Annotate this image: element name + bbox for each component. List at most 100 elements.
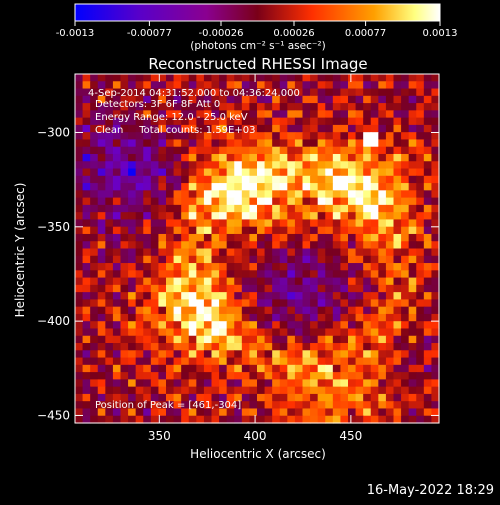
heatmap-cell xyxy=(143,313,152,322)
heatmap-cell xyxy=(317,226,326,235)
heatmap-cell xyxy=(302,95,311,104)
heatmap-cell xyxy=(158,372,167,380)
heatmap-cell xyxy=(196,401,205,410)
heatmap-cell xyxy=(90,219,99,228)
heatmap-cell xyxy=(302,110,311,119)
heatmap-cell xyxy=(294,357,304,366)
heatmap-cell xyxy=(249,139,258,148)
heatmap-cell xyxy=(234,212,243,221)
heatmap-cell xyxy=(332,74,342,82)
heatmap-cell xyxy=(105,124,114,133)
heatmap-cell xyxy=(234,88,243,97)
heatmap-cell xyxy=(105,401,114,410)
heatmap-cell xyxy=(310,401,319,410)
heatmap-cell xyxy=(385,168,395,177)
heatmap-cell xyxy=(249,241,258,250)
heatmap-cell xyxy=(75,132,84,141)
heatmap-cell xyxy=(211,379,220,388)
heatmap-cell xyxy=(234,110,243,119)
heatmap-cell xyxy=(385,306,395,315)
heatmap-cell xyxy=(325,379,334,388)
heatmap-cell xyxy=(332,335,342,344)
heatmap-cell xyxy=(348,299,357,308)
heatmap-cell xyxy=(431,343,440,351)
heatmap-cell xyxy=(340,292,349,300)
heatmap-cell xyxy=(332,103,342,111)
heatmap-cell xyxy=(302,401,311,410)
heatmap-cell xyxy=(257,277,266,286)
heatmap-cell xyxy=(105,117,114,126)
heatmap-cell xyxy=(120,408,129,417)
heatmap-cell xyxy=(241,153,251,162)
heatmap-cell xyxy=(112,74,122,82)
heatmap-cell xyxy=(401,190,410,199)
heatmap-cell xyxy=(257,364,266,373)
heatmap-cell xyxy=(378,132,387,141)
heatmap-cell xyxy=(348,81,357,90)
heatmap-cell xyxy=(120,95,129,104)
heatmap-cell xyxy=(340,393,349,402)
heatmap-cell xyxy=(97,277,106,286)
heatmap-cell xyxy=(264,357,273,366)
heatmap-cell xyxy=(431,335,440,344)
heatmap-cell xyxy=(310,255,319,264)
heatmap-cell xyxy=(378,219,387,228)
heatmap-cell xyxy=(135,270,144,279)
heatmap-cell xyxy=(279,343,288,351)
heatmap-cell xyxy=(272,117,281,126)
heatmap-cell xyxy=(173,328,182,337)
heatmap-cell xyxy=(370,212,379,221)
heatmap-cell xyxy=(226,153,235,162)
heatmap-cell xyxy=(128,110,137,119)
heatmap-cell xyxy=(219,183,228,191)
heatmap-cell xyxy=(249,168,258,177)
heatmap-cell xyxy=(82,204,91,213)
heatmap-cell xyxy=(90,255,99,264)
heatmap-cell xyxy=(135,146,144,155)
heatmap-cell xyxy=(226,284,235,293)
heatmap-cell xyxy=(287,335,296,344)
heatmap-cell xyxy=(249,299,258,308)
heatmap-cell xyxy=(355,124,364,133)
heatmap-cell xyxy=(188,255,197,264)
heatmap-cell xyxy=(188,168,197,177)
heatmap-cell xyxy=(135,117,144,126)
heatmap-cell xyxy=(150,263,160,271)
heatmap-cell xyxy=(264,335,273,344)
heatmap-cell xyxy=(363,386,372,395)
heatmap-cell xyxy=(90,241,99,250)
heatmap-cell xyxy=(166,299,175,308)
heatmap-cell xyxy=(264,175,273,184)
heatmap-cell xyxy=(332,284,342,293)
heatmap-cell xyxy=(173,299,182,308)
heatmap-cell xyxy=(431,190,440,199)
heatmap-cell xyxy=(287,233,296,242)
heatmap-cell xyxy=(181,321,190,330)
heatmap-cell xyxy=(234,335,243,344)
heatmap-cell xyxy=(302,248,311,257)
heatmap-cell xyxy=(257,401,266,410)
heatmap-cell xyxy=(363,292,372,300)
heatmap-cell xyxy=(264,81,273,90)
heatmap-cell xyxy=(279,219,288,228)
heatmap-cell xyxy=(181,241,190,250)
heatmap-cell xyxy=(401,350,410,359)
heatmap-cell xyxy=(166,139,175,148)
heatmap-cell xyxy=(348,270,357,279)
heatmap-cell xyxy=(249,190,258,199)
heatmap-cell xyxy=(287,132,296,141)
heatmap-cell xyxy=(423,379,433,388)
heatmap-cell xyxy=(211,277,220,286)
heatmap-cell xyxy=(143,299,152,308)
heatmap-cell xyxy=(128,292,137,300)
heatmap-cell xyxy=(211,284,220,293)
heatmap-cell xyxy=(294,74,304,82)
heatmap-cell xyxy=(181,277,190,286)
heatmap-cell xyxy=(173,270,182,279)
heatmap-cell xyxy=(97,146,106,155)
heatmap-cell xyxy=(257,219,266,228)
heatmap-cell xyxy=(423,284,433,293)
heatmap-cell xyxy=(310,139,319,148)
heatmap-cell xyxy=(97,270,106,279)
heatmap-cell xyxy=(97,168,106,177)
